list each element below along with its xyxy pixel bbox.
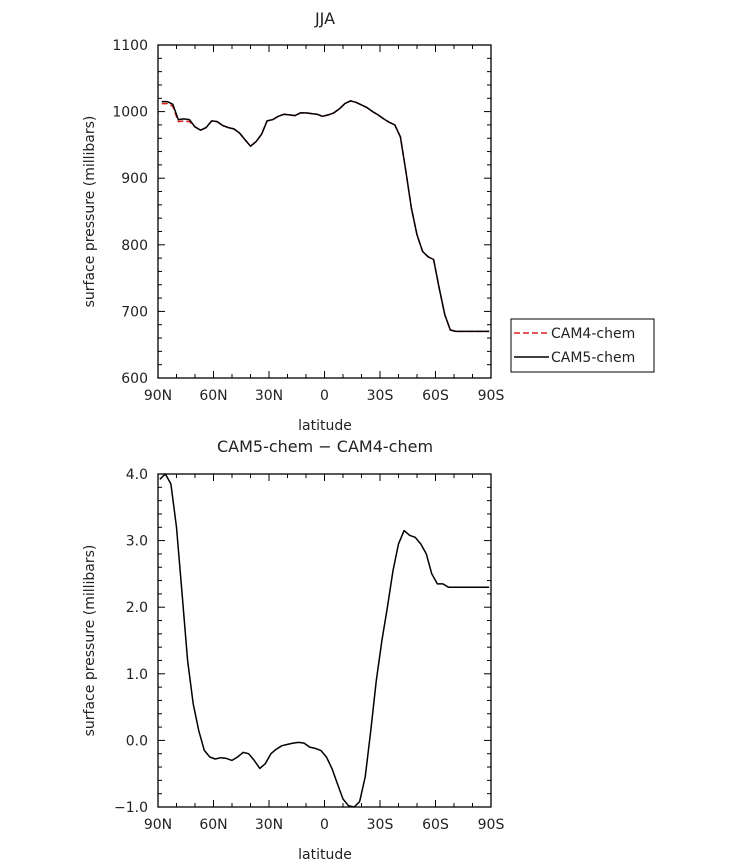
x-tick-label: 30S xyxy=(367,817,394,833)
series-line xyxy=(159,473,490,808)
y-tick-label: 0.0 xyxy=(126,733,148,749)
bottom-tick-labels: 90N 60N 30N 0 30S 60S 90S −1.0 0.0 1.0 2.0 3.0 4.0 xyxy=(114,467,504,833)
y-tick-label: 1100 xyxy=(112,38,148,54)
y-tick-label: 3.0 xyxy=(126,534,148,550)
bottom-plot-frame xyxy=(157,473,492,808)
bottom-x-axis-title: latitude xyxy=(298,847,352,863)
x-tick-label: 30N xyxy=(255,388,283,404)
top-ticks xyxy=(157,44,492,379)
x-tick-label: 0 xyxy=(320,817,329,833)
y-tick-label: 900 xyxy=(121,171,148,187)
top-plot-frame xyxy=(157,44,492,379)
x-tick-label: 60N xyxy=(199,388,227,404)
x-tick-label: 60S xyxy=(422,388,449,404)
bottom-y-axis-title: surface pressure (millibars) xyxy=(82,545,98,737)
x-tick-label: 30S xyxy=(367,388,394,404)
x-tick-label: 90N xyxy=(144,388,172,404)
top-y-axis-title: surface pressure (millibars) xyxy=(82,116,98,308)
y-tick-label: −1.0 xyxy=(114,800,148,816)
x-tick-label: 90S xyxy=(478,388,505,404)
y-tick-label: 700 xyxy=(121,304,148,320)
bottom-panel: CAM5-chem − CAM4-chem 90N 60N 30N 0 30S 60S 90… xyxy=(82,437,504,863)
top-panel: JJA 90N 60N 30N 0 30S 60S 90S 600 700 800 900 1000 1… xyxy=(82,9,504,434)
top-tick-labels: 90N 60N 30N 0 30S 60S 90S 600 700 800 900 1000 1100 xyxy=(112,38,504,404)
bottom-series xyxy=(159,473,490,808)
y-tick-label: 4.0 xyxy=(126,467,148,483)
top-series xyxy=(161,100,490,333)
x-tick-label: 60N xyxy=(199,817,227,833)
x-tick-label: 0 xyxy=(320,388,329,404)
x-tick-label: 90N xyxy=(144,817,172,833)
bottom-plot-title: CAM5-chem − CAM4-chem xyxy=(217,437,433,456)
bottom-ticks xyxy=(157,473,492,808)
series-line xyxy=(161,100,490,333)
legend-box xyxy=(510,318,655,373)
x-tick-label: 90S xyxy=(478,817,505,833)
legend-label-cam5: CAM5-chem xyxy=(551,350,635,366)
y-tick-label: 1000 xyxy=(112,105,148,121)
top-plot-title: JJA xyxy=(314,9,335,28)
y-tick-label: 800 xyxy=(121,238,148,254)
y-tick-label: 2.0 xyxy=(126,600,148,616)
x-tick-label: 60S xyxy=(422,817,449,833)
y-tick-label: 600 xyxy=(121,371,148,387)
top-x-axis-title: latitude xyxy=(298,418,352,434)
legend-label-cam4: CAM4-chem xyxy=(551,326,635,342)
y-tick-label: 1.0 xyxy=(126,667,148,683)
legend: CAM4-chem CAM5-chem xyxy=(510,318,655,373)
x-tick-label: 30N xyxy=(255,817,283,833)
series-line xyxy=(161,100,490,333)
